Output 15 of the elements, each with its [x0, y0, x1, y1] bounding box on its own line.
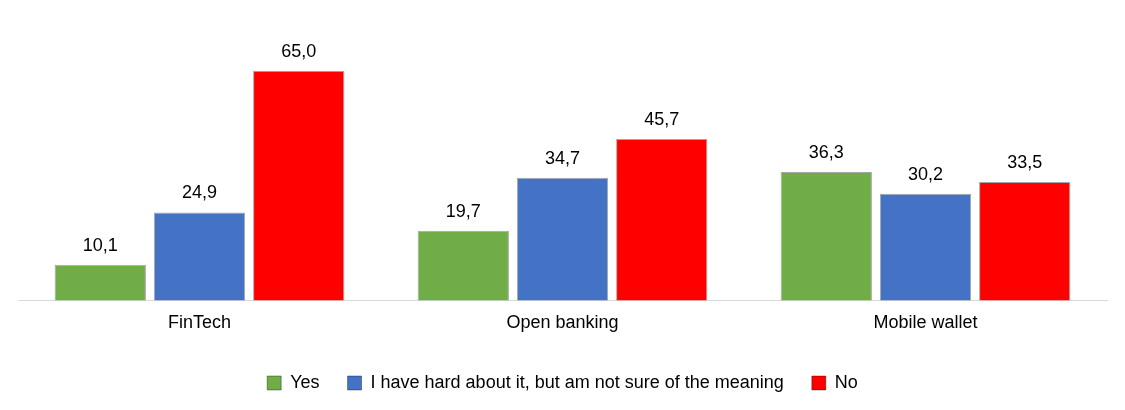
data-label: 34,7	[544, 147, 581, 168]
x-tick-label: FinTech	[167, 312, 232, 333]
x-tick-label: Mobile wallet	[873, 312, 978, 333]
data-label: 30,2	[907, 163, 944, 184]
legend-label: Yes	[290, 371, 320, 392]
data-label: 19,7	[445, 200, 481, 221]
data-label: 36,3	[808, 142, 844, 163]
data-label: 33,5	[1007, 151, 1043, 172]
x-tick-label: Open banking	[506, 312, 619, 333]
legend-label: No	[834, 371, 858, 392]
data-label: 10,1	[82, 234, 118, 255]
data-label: 45,7	[644, 108, 680, 129]
data-label: 65,0	[281, 40, 317, 61]
legend-label: I have hard about it, but am not sure of the meaning	[370, 371, 784, 392]
data-label: 24,9	[181, 182, 218, 203]
